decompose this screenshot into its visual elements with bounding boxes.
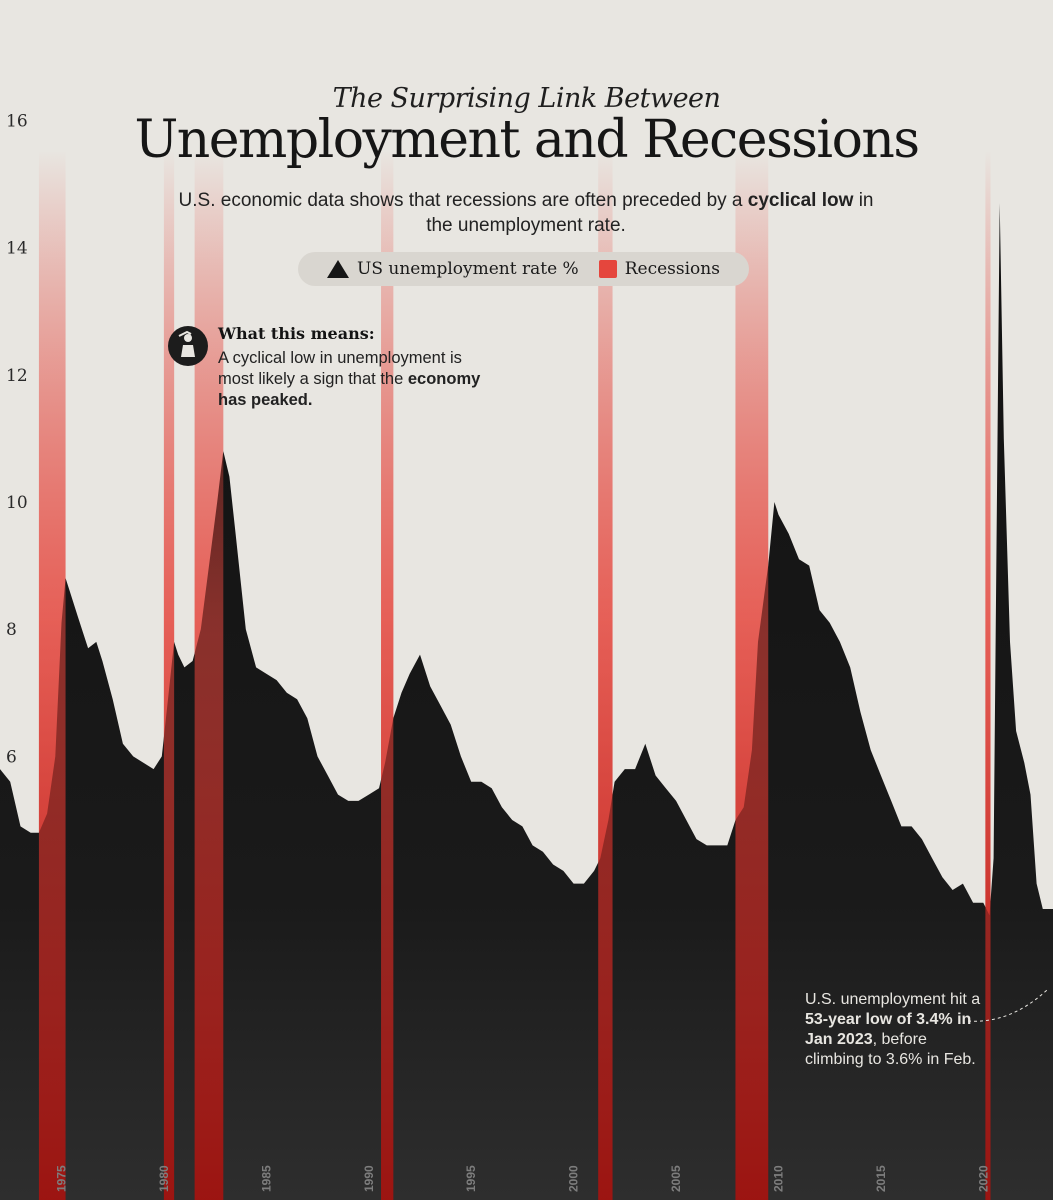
x-tick-label: 2000	[567, 1165, 581, 1192]
x-tick-label: 2020	[976, 1165, 990, 1192]
x-tick-label: 1985	[259, 1165, 273, 1192]
annotation: U.S. unemployment hit a 53-year low of 3…	[805, 990, 985, 1070]
annotation-post: , before climbing to 3.6% in Feb.	[805, 1031, 976, 1068]
x-tick-label: 1980	[157, 1165, 171, 1192]
legend-label-recessions: Recessions	[624, 259, 720, 279]
x-tick-label: 1975	[55, 1165, 69, 1192]
x-tick-label: 2010	[772, 1165, 786, 1192]
subtitle-pre: U.S. economic data shows that recessions…	[178, 190, 743, 211]
kicker: The Surprising Link Between	[332, 83, 721, 114]
y-tick-label: 6	[6, 747, 17, 767]
subtitle: U.S. economic data shows that recessions…	[176, 188, 876, 238]
recession-band-overlay	[163, 150, 175, 1200]
note-body: A cyclical low in unemployment is most l…	[218, 348, 498, 411]
x-tick-label: 2015	[874, 1165, 888, 1192]
annotation-pre: U.S. unemployment hit a	[805, 991, 981, 1008]
x-tick-label: 1990	[362, 1165, 376, 1192]
x-tick-label: 2005	[669, 1165, 683, 1192]
annotation-arrow	[967, 989, 1048, 1022]
person-icon	[168, 326, 208, 366]
recession-band-overlay	[38, 150, 66, 1200]
y-tick-label: 10	[6, 493, 28, 513]
annotation-bold: 53-year low of 3.4% in Jan 2023	[805, 1011, 972, 1048]
y-tick-label: 14	[6, 239, 28, 259]
x-tick-label: 1995	[464, 1165, 478, 1192]
legend-item-unemployment: US unemployment rate %	[327, 259, 579, 279]
y-tick-label: 12	[6, 366, 28, 386]
note-title: What this means:	[218, 324, 375, 343]
recession-band-overlay	[194, 150, 224, 1200]
subtitle-post: in the unemployment rate.	[426, 190, 874, 236]
legend-item-recessions: Recessions	[598, 259, 720, 279]
note-body-pre: A cyclical low in unemployment is most l…	[218, 349, 462, 388]
square-icon	[598, 260, 617, 278]
recession-band-overlay	[598, 150, 613, 1200]
triangle-icon	[327, 260, 350, 278]
recession-band-overlay	[381, 150, 394, 1200]
page-title: Unemployment and Recessions	[134, 110, 920, 170]
unemployment-area	[0, 203, 1053, 1200]
y-tick-label: 8	[6, 620, 17, 640]
x-axis: 1975 1980 1985 1990 1995 2000 2005 2010 2015 2020	[55, 1165, 991, 1192]
legend: US unemployment rate % Recessions	[298, 252, 749, 286]
recession-band-overlay	[735, 150, 769, 1200]
y-tick-label: 16	[6, 111, 28, 131]
note-body-bold: economy has peaked.	[218, 370, 481, 409]
unemployment-series	[0, 150, 1053, 1200]
legend-label-unemployment: US unemployment rate %	[357, 259, 579, 279]
subtitle-bold: cyclical low	[747, 190, 854, 211]
recession-band-overlay	[985, 150, 991, 1200]
